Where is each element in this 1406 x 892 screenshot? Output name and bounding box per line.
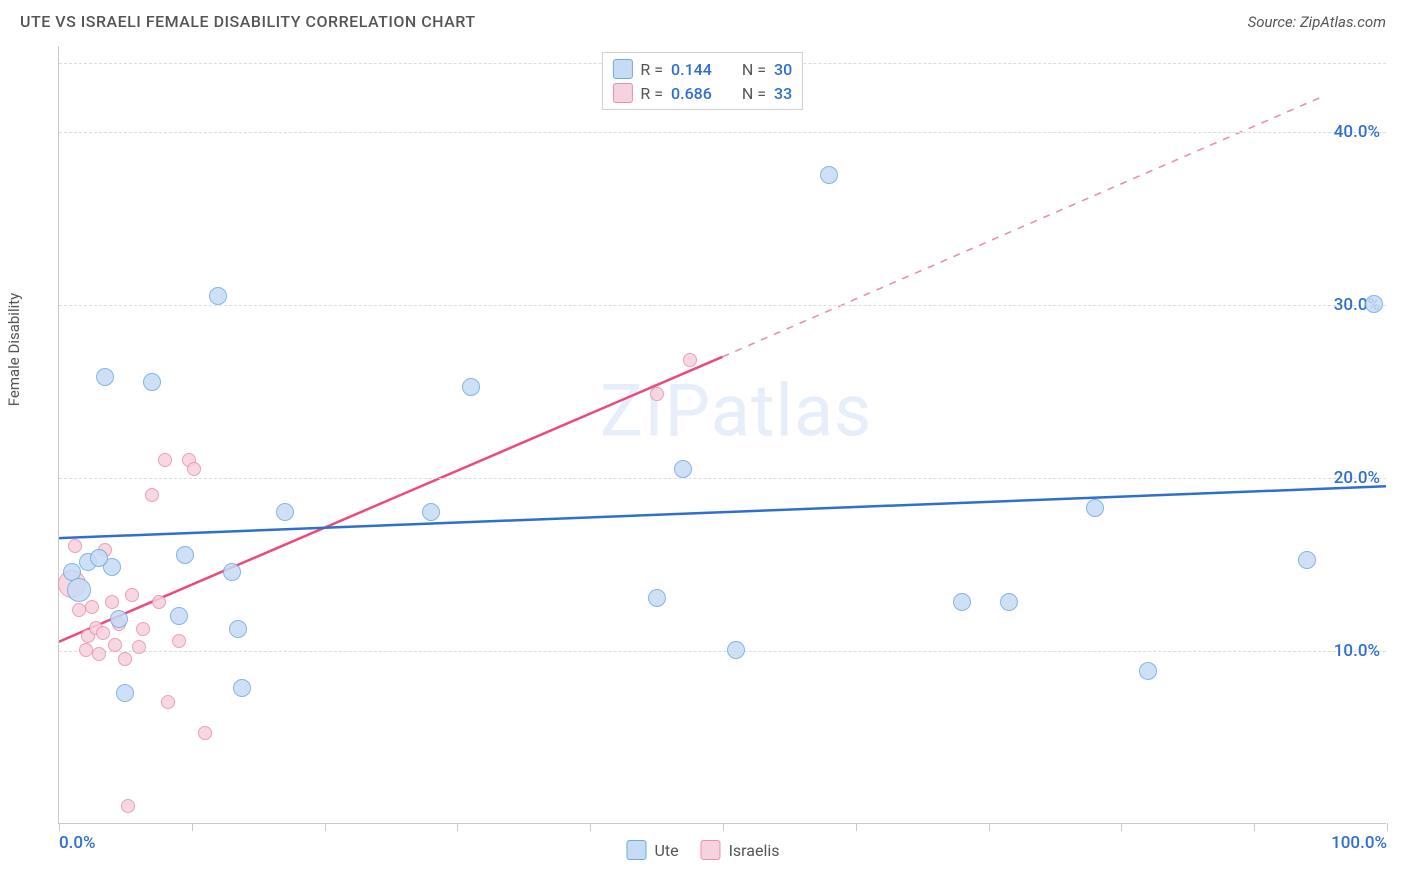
gridline (59, 651, 1386, 652)
legend-row: R = 0.686 N = 33 (612, 81, 792, 105)
data-point (161, 695, 175, 709)
data-point (276, 503, 294, 521)
data-point (172, 634, 186, 648)
chart-title: UTE VS ISRAELI FEMALE DISABILITY CORRELA… (20, 12, 476, 31)
data-point (92, 647, 106, 661)
legend-row: R = 0.144 N = 30 (612, 57, 792, 81)
data-point (727, 641, 745, 659)
legend-swatch (612, 59, 632, 79)
chart-source: Source: ZipAtlas.com (1248, 13, 1386, 31)
x-tick (989, 823, 990, 831)
correlation-legend: R = 0.144 N = 30 R = 0.686 N = 33 (601, 52, 803, 110)
x-tick-label: 100.0% (1331, 833, 1387, 853)
legend-r-label: R = (640, 84, 663, 103)
data-point (953, 593, 971, 611)
data-point (683, 353, 697, 367)
plot-region: ZIPatlas R = 0.144N = 30R = 0.686N = 33 … (58, 46, 1386, 824)
data-point (108, 638, 122, 652)
legend-r-label: R = (640, 60, 663, 79)
legend-r-value: 0.144 (671, 60, 712, 79)
data-point (152, 595, 166, 609)
x-tick (1254, 823, 1255, 831)
data-point (170, 607, 188, 625)
legend-n-value: 30 (774, 60, 792, 79)
data-point (110, 610, 128, 628)
y-axis-label: Female Disability (5, 293, 23, 407)
x-tick (856, 823, 857, 831)
x-tick (325, 823, 326, 831)
legend-label: Israelis (729, 841, 780, 860)
x-tick (457, 823, 458, 831)
data-point (1298, 551, 1316, 569)
y-tick-label: 10.0% (1334, 641, 1380, 661)
gridline (59, 478, 1386, 479)
x-tick (59, 823, 60, 831)
data-point (187, 462, 201, 476)
data-point (648, 589, 666, 607)
x-tick (192, 823, 193, 831)
data-point (820, 166, 838, 184)
data-point (116, 684, 134, 702)
data-point (650, 387, 664, 401)
legend-item: Ute (626, 840, 678, 860)
data-point (143, 373, 161, 391)
data-point (674, 460, 692, 478)
chart-area: Female Disability ZIPatlas R = 0.144N = … (20, 46, 1386, 862)
series-legend: Ute Israelis (626, 840, 779, 860)
data-point (105, 595, 119, 609)
data-point (79, 643, 93, 657)
data-point (1000, 593, 1018, 611)
data-point (158, 453, 172, 467)
data-point (198, 726, 212, 740)
data-point (223, 563, 241, 581)
data-point (462, 378, 480, 396)
data-point (85, 600, 99, 614)
data-point (125, 588, 139, 602)
data-point (145, 488, 159, 502)
data-point (118, 652, 132, 666)
data-point (233, 679, 251, 697)
data-point (96, 368, 114, 386)
watermark: ZIPatlas (600, 369, 872, 454)
data-point (68, 539, 82, 553)
data-point (72, 603, 86, 617)
data-point (229, 620, 247, 638)
data-point (209, 287, 227, 305)
legend-swatch (701, 840, 721, 860)
data-point (96, 626, 110, 640)
gridline (59, 305, 1386, 306)
data-point (121, 799, 135, 813)
data-point (136, 622, 150, 636)
legend-label: Ute (654, 841, 678, 860)
trend-lines (59, 46, 1386, 823)
data-point (1086, 499, 1104, 517)
legend-item: Israelis (701, 840, 780, 860)
data-point (176, 546, 194, 564)
legend-r-value: 0.686 (671, 84, 712, 103)
x-tick (1121, 823, 1122, 831)
data-point (90, 549, 108, 567)
data-point (422, 503, 440, 521)
legend-swatch (626, 840, 646, 860)
data-point (1365, 295, 1383, 313)
y-tick-label: 20.0% (1334, 468, 1380, 488)
legend-n-value: 33 (774, 84, 792, 103)
legend-swatch (612, 83, 632, 103)
x-tick (1387, 823, 1388, 831)
legend-n-label: N = (742, 84, 766, 103)
data-point (1139, 662, 1157, 680)
x-tick-label: 0.0% (59, 833, 96, 853)
y-tick-label: 40.0% (1334, 122, 1380, 142)
legend-n-label: N = (742, 60, 766, 79)
data-point (67, 578, 91, 602)
data-point (132, 640, 146, 654)
gridline (59, 132, 1386, 133)
x-tick (723, 823, 724, 831)
x-tick (590, 823, 591, 831)
